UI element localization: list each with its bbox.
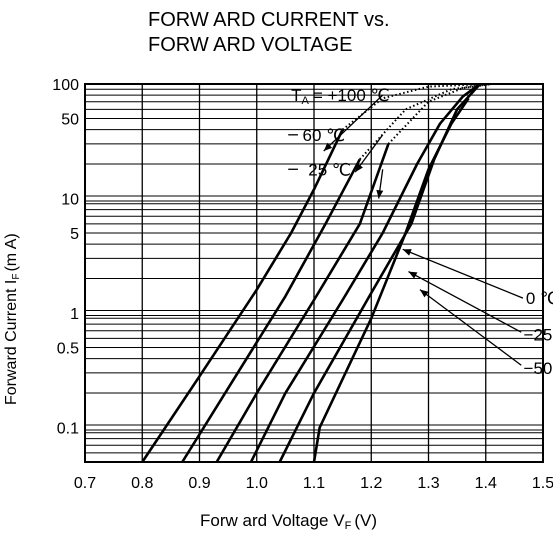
arrow-25c (376, 169, 384, 199)
x-tick-label: 1.1 (303, 475, 325, 492)
series-dotted-extension-1 (359, 83, 492, 160)
x-tick-label: 0.8 (131, 475, 153, 492)
y-tick-label: 10 (61, 192, 79, 209)
y-axis-title-sub: F (11, 274, 22, 280)
x-tick-label: 1.2 (360, 475, 382, 492)
annotation-label-0: TA = +100 ℃ (291, 86, 390, 107)
series-lines (141, 82, 492, 463)
x-tick-label: 1.5 (532, 475, 553, 492)
svg-text:Forward Current IF(m A): Forward Current IF (m A) (3, 233, 22, 405)
annotation-label-4: −25 ℃ (524, 325, 553, 344)
chart-title-line2: FORW ARD VOLTAGE (148, 34, 352, 56)
y-tick-label: 50 (61, 111, 79, 128)
x-tick-label: 1.3 (417, 475, 439, 492)
x-tick-label: 1.0 (246, 475, 268, 492)
arrow-minus25c (408, 271, 522, 333)
y-tick-label: 0.5 (57, 340, 79, 357)
x-axis-title-sub: F (345, 520, 352, 532)
arrow-0c (402, 248, 524, 299)
series-line-0 (141, 129, 344, 463)
annotation-label-2: 25 ℃ (308, 160, 351, 179)
x-axis-title: Forw ard Voltage VF (V) (200, 511, 377, 532)
series-line-5 (312, 97, 470, 463)
series-line-4 (278, 83, 481, 463)
series-line-1 (181, 158, 361, 463)
y-tick-label: 1 (70, 306, 79, 323)
chart-title-line1: FORW ARD CURRENT vs. (148, 9, 390, 31)
y-axis-title: Forward Current IF (m A) (3, 233, 22, 405)
x-axis-title-text: Forw ard Voltage V (200, 511, 345, 530)
x-axis-title-unit: (V) (354, 511, 377, 530)
arrow-100c (323, 94, 384, 152)
y-axis-title-unit: (m A) (3, 233, 20, 271)
chart-title: FORW ARD CURRENT vs. FORW ARD VOLTAGE (148, 9, 390, 56)
y-tick-label: 100 (52, 77, 79, 94)
annotation-label-5: −50 ℃ (524, 359, 553, 378)
y-axis-title-text: Forward Current I (3, 280, 20, 405)
series-dotted-extension-2 (387, 83, 492, 145)
y-tick-label: 5 (70, 226, 79, 243)
arrow-60c (354, 134, 384, 173)
x-tick-label: 0.9 (188, 475, 210, 492)
svg-text:Forw ard Voltage VF(V): Forw ard Voltage VF (V) (200, 511, 377, 532)
y-tick-label: 0.1 (57, 421, 79, 438)
annotation-label-3: 0 ℃ (526, 289, 553, 308)
x-tick-label: 1.4 (475, 475, 497, 492)
series-line-2 (215, 143, 390, 463)
annotations: TA= +100 ℃ 60 ℃ 25 ℃ 0 ℃ −25 ℃ −50 ℃ (288, 86, 553, 378)
arrow-minus50c (419, 289, 522, 366)
annotation-label-1: 60 ℃ (303, 126, 346, 145)
x-tick-label: 0.7 (74, 475, 96, 492)
series-line-3 (249, 82, 481, 463)
